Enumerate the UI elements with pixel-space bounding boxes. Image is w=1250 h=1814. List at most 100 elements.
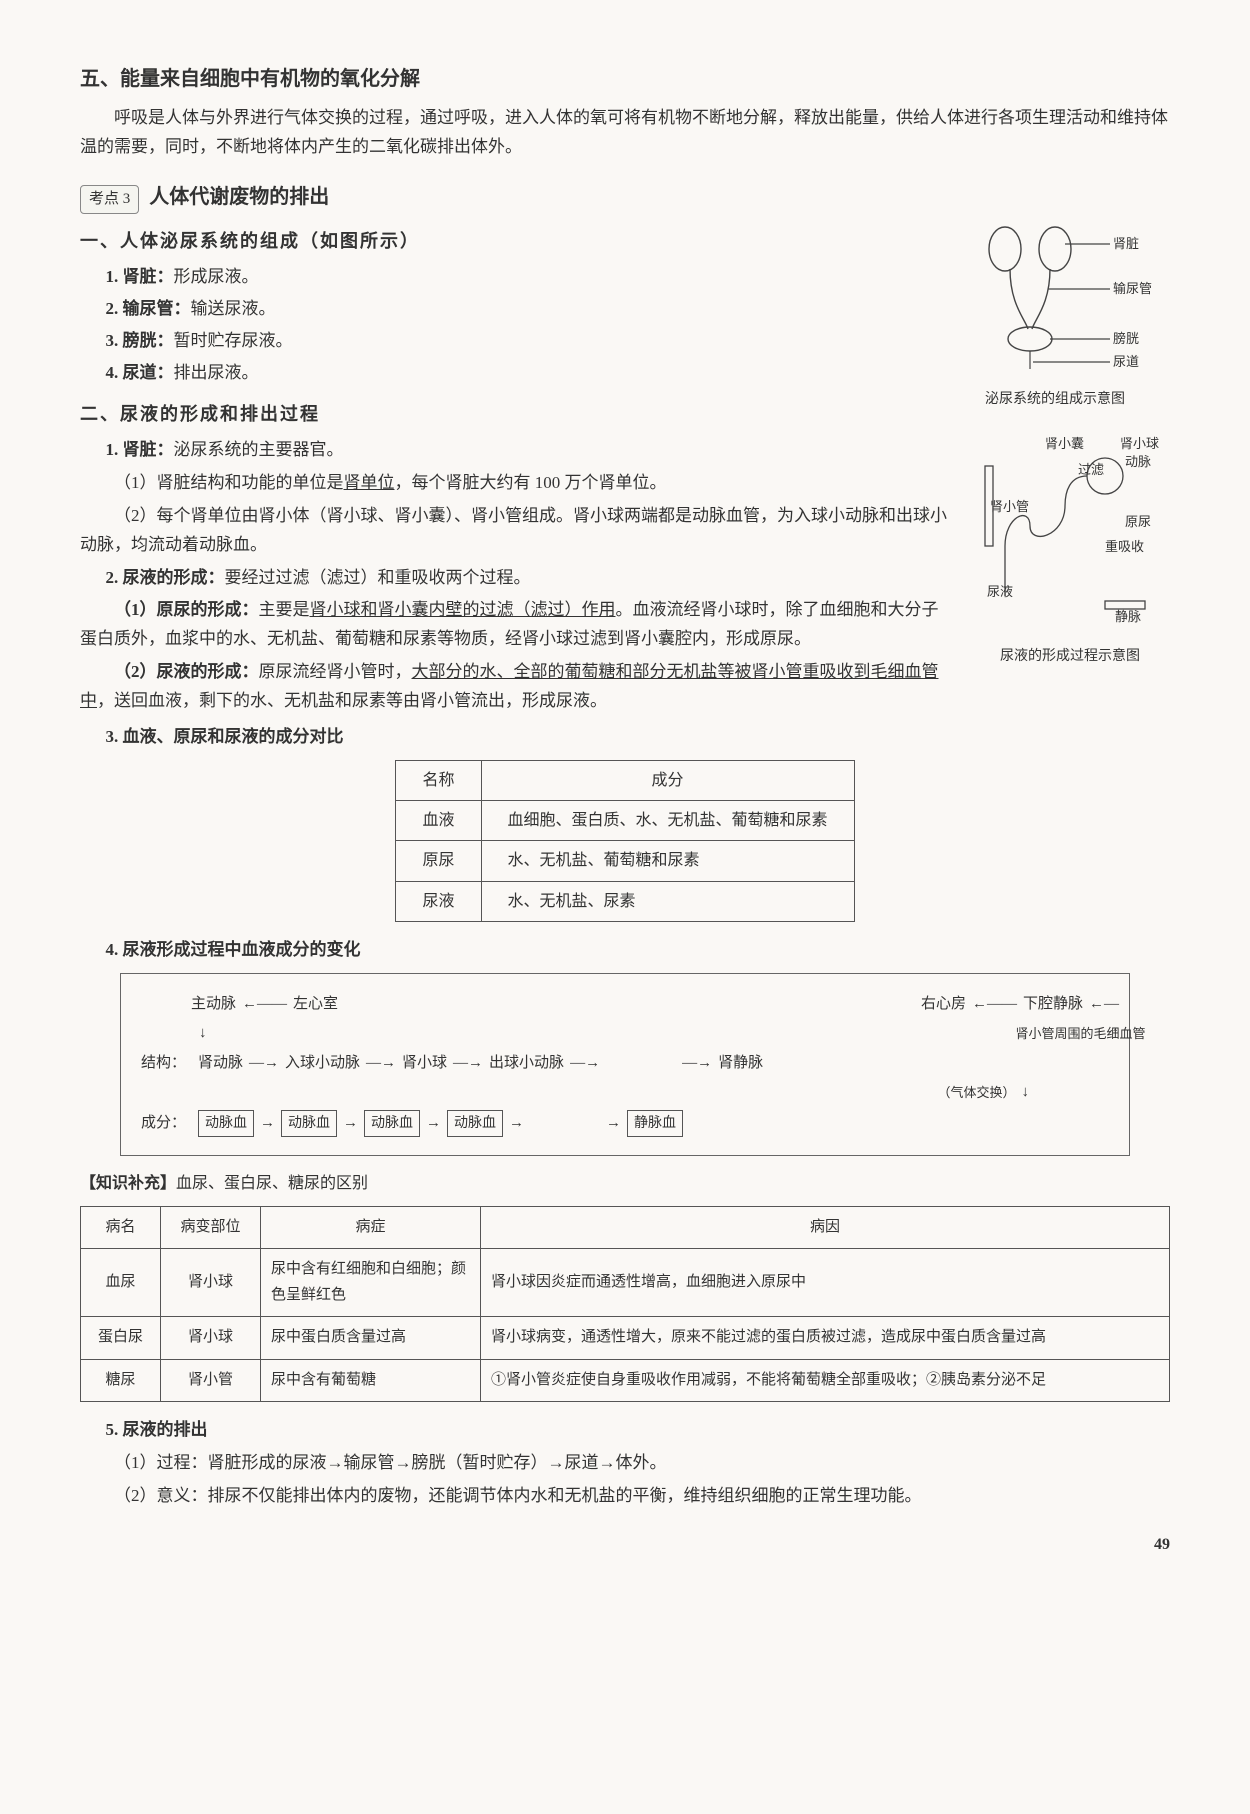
arrow-icon: —→	[682, 1051, 712, 1077]
comp-title: 3. 血液、原尿和尿液的成分对比	[106, 723, 1171, 752]
sub2-p1a-tail: ，每个肾脏大约有 100 万个肾单位。	[395, 473, 667, 492]
sub1-i3-num: 3.	[106, 331, 119, 350]
blood-flow-diagram: 主动脉 ←—— 左心室 右心房 ←—— 下腔静脉 ←— ↓ 肾小管周围的毛细血管…	[120, 973, 1130, 1157]
arrow-icon: →	[426, 1111, 441, 1137]
sub1-i3-label: 膀胱：	[123, 331, 174, 350]
arrow-icon: →	[343, 1111, 358, 1137]
comp-h1: 名称	[396, 760, 481, 800]
dis-h3: 病症	[261, 1206, 481, 1249]
sub5-title: 5. 尿液的排出	[106, 1416, 1171, 1445]
sub2-p2a-mid: 主要是	[259, 600, 310, 619]
d2-reabs-label: 重吸收	[1105, 539, 1144, 554]
topic3-title: 人体代谢废物的排出	[149, 180, 329, 214]
arrow-icon: →	[509, 1111, 524, 1137]
sub1-i2-text: 输送尿液。	[191, 299, 276, 318]
comp-r1-n: 血液	[396, 801, 481, 841]
flow-vert-row: ↓ 肾小管周围的毛细血管 ↑	[199, 1021, 1119, 1047]
comp-r2-n: 原尿	[396, 841, 481, 881]
comp-r2-v: 水、无机盐、葡萄糖和尿素	[481, 841, 854, 881]
supp-label: 【知识补充】	[80, 1175, 176, 1192]
sub1-i1-num: 1.	[106, 267, 119, 286]
comp-h2: 成分	[481, 760, 854, 800]
dis-r3-name: 糖尿	[81, 1359, 161, 1402]
arrow-icon: →	[260, 1111, 275, 1137]
d2-capsule-label: 肾小囊	[1045, 436, 1084, 451]
d2-filter-label: 过滤	[1078, 462, 1104, 477]
flow-s3: 肾小球	[402, 1051, 447, 1077]
dis-h2: 病变部位	[161, 1206, 261, 1249]
composition-table: 名称成分 血液血细胞、蛋白质、水、无机盐、葡萄糖和尿素 原尿水、无机盐、葡萄糖和…	[395, 760, 854, 922]
flow-ra: 右心房	[921, 992, 966, 1018]
flow-struct-label: 结构：	[131, 1051, 186, 1077]
flow-s5: 肾小管周围的毛细血管	[1016, 1026, 1086, 1042]
d2-glom-label: 肾小球	[1120, 436, 1159, 451]
flow-c1: 动脉血	[198, 1110, 254, 1138]
supp-title: 血尿、蛋白尿、糖尿的区别	[176, 1175, 368, 1192]
flow-title-text: 4. 尿液形成过程中血液成分的变化	[106, 940, 361, 959]
sub2-p2a-u: 肾小球和肾小囊内壁的过滤（滤过）作用	[310, 600, 616, 619]
d1-ureter-label: 输尿管	[1113, 281, 1152, 296]
sub2-p2b-lead: （2）尿液的形成：	[114, 662, 259, 681]
sub2-p1a-lead: （1）肾脏结构和功能的单位是	[114, 473, 344, 492]
supplement-row: 【知识补充】血尿、蛋白尿、糖尿的区别	[80, 1170, 1170, 1197]
flow-s6: 肾静脉	[718, 1051, 763, 1077]
section5-paragraph: 呼吸是人体与外界进行气体交换的过程，通过呼吸，进入人体的氧可将有机物不断地分解，…	[80, 104, 1170, 162]
table-row: 名称成分	[396, 760, 854, 800]
d2-art-label: 动脉	[1125, 454, 1151, 469]
sub2-p1-text: 泌尿系统的主要器官。	[174, 440, 344, 459]
d1-urethra-label: 尿道	[1113, 354, 1139, 369]
arrow-icon: ↓	[1022, 1080, 1030, 1106]
urine-formation-svg: 肾小囊 肾小球 动脉 过滤 肾小管 原尿 重吸收 尿液 静脉	[975, 436, 1165, 631]
sub1-i3-text: 暂时贮存尿液。	[174, 331, 293, 350]
sub5-title-text: 5. 尿液的排出	[106, 1420, 208, 1439]
sub2-p1-num: 1.	[106, 440, 119, 459]
urinary-system-diagram: 肾脏 输尿管 膀胱 尿道 泌尿系统的组成示意图	[940, 224, 1170, 412]
page-number: 49	[80, 1531, 1170, 1558]
flow-c6: 静脉血	[627, 1110, 683, 1138]
flow-c2: 动脉血	[281, 1110, 337, 1138]
dis-r2-name: 蛋白尿	[81, 1317, 161, 1360]
arrow-icon: —→	[570, 1051, 600, 1077]
flow-title: 4. 尿液形成过程中血液成分的变化	[106, 936, 1171, 965]
flow-comp-label: 成分：	[131, 1111, 186, 1137]
flow-gas-row: （气体交换） ↓	[131, 1080, 1029, 1106]
d2-urine-label: 尿液	[987, 584, 1013, 599]
sub2-p2b-tail: ，送回血液，剩下的水、无机盐和尿素等由肾小管流出，形成尿液。	[97, 691, 607, 710]
dis-r3-cause: ①肾小管炎症使自身重吸收作用减弱，不能将葡萄糖全部重吸收；②胰岛素分泌不足	[481, 1359, 1170, 1402]
dis-r1-name: 血尿	[81, 1249, 161, 1317]
arrow-icon: ↓	[199, 1021, 207, 1047]
table-row: 糖尿 肾小管 尿中含有葡萄糖 ①肾小管炎症使自身重吸收作用减弱，不能将葡萄糖全部…	[81, 1359, 1170, 1402]
arrow-icon: —→	[249, 1051, 279, 1077]
d2-vein-label: 静脉	[1115, 609, 1141, 624]
sub2-p1-label: 肾脏：	[123, 440, 174, 459]
flow-c4: 动脉血	[447, 1110, 503, 1138]
arrow-icon: ←—	[1089, 992, 1119, 1018]
flow-struct-row: 结构： 肾动脉—→ 入球小动脉—→ 肾小球—→ 出球小动脉—→ —→ 肾静脉	[131, 1051, 1119, 1077]
topic3-row: 考点 3 人体代谢废物的排出	[80, 180, 1170, 215]
flow-lv: 左心室	[293, 992, 338, 1018]
flow-c3: 动脉血	[364, 1110, 420, 1138]
sub1-i2-label: 输尿管：	[123, 299, 191, 318]
comp-r3-v: 水、无机盐、尿素	[481, 881, 854, 921]
d1-bladder-label: 膀胱	[1113, 331, 1139, 346]
sub5-p2: （2）意义：排尿不仅能排出体内的废物，还能调节体内水和无机盐的平衡，维持组织细胞…	[80, 1482, 1170, 1511]
sub1-i4-num: 4.	[106, 363, 119, 382]
table-row: 血液血细胞、蛋白质、水、无机盐、葡萄糖和尿素	[396, 801, 854, 841]
flow-aorta: 主动脉	[191, 992, 236, 1018]
flow-s1: 肾动脉	[198, 1051, 243, 1077]
dis-r2-cause: 肾小球病变，通透性增大，原来不能过滤的蛋白质被过滤，造成尿中蛋白质含量过高	[481, 1317, 1170, 1360]
comp-r1-v: 血细胞、蛋白质、水、无机盐、葡萄糖和尿素	[481, 801, 854, 841]
sub1-i2-num: 2.	[106, 299, 119, 318]
flow-comp-row: 成分： 动脉血→ 动脉血→ 动脉血→ 动脉血→ → 静脉血	[131, 1110, 1119, 1138]
dis-r1-cause: 肾小球因炎症而通透性增高，血细胞进入原尿中	[481, 1249, 1170, 1317]
diagram1-caption: 泌尿系统的组成示意图	[940, 388, 1170, 412]
d1-kidney-label: 肾脏	[1113, 236, 1139, 251]
sub2-p2b-mid: 原尿流经肾小管时，	[259, 662, 412, 681]
disease-table: 病名 病变部位 病症 病因 血尿 肾小球 尿中含有红细胞和白细胞；颜色呈鲜红色 …	[80, 1206, 1170, 1403]
flow-gas: （气体交换）	[937, 1082, 1015, 1104]
urine-formation-diagram: 肾小囊 肾小球 动脉 过滤 肾小管 原尿 重吸收 尿液 静脉 尿液的形成过程示意…	[970, 436, 1170, 669]
arrow-icon: —→	[453, 1051, 483, 1077]
arrow-icon: —→	[366, 1051, 396, 1077]
sub1-i4-text: 排出尿液。	[174, 363, 259, 382]
sub2-p2-tail: 要经过过滤（滤过）和重吸收两个过程。	[225, 568, 531, 587]
